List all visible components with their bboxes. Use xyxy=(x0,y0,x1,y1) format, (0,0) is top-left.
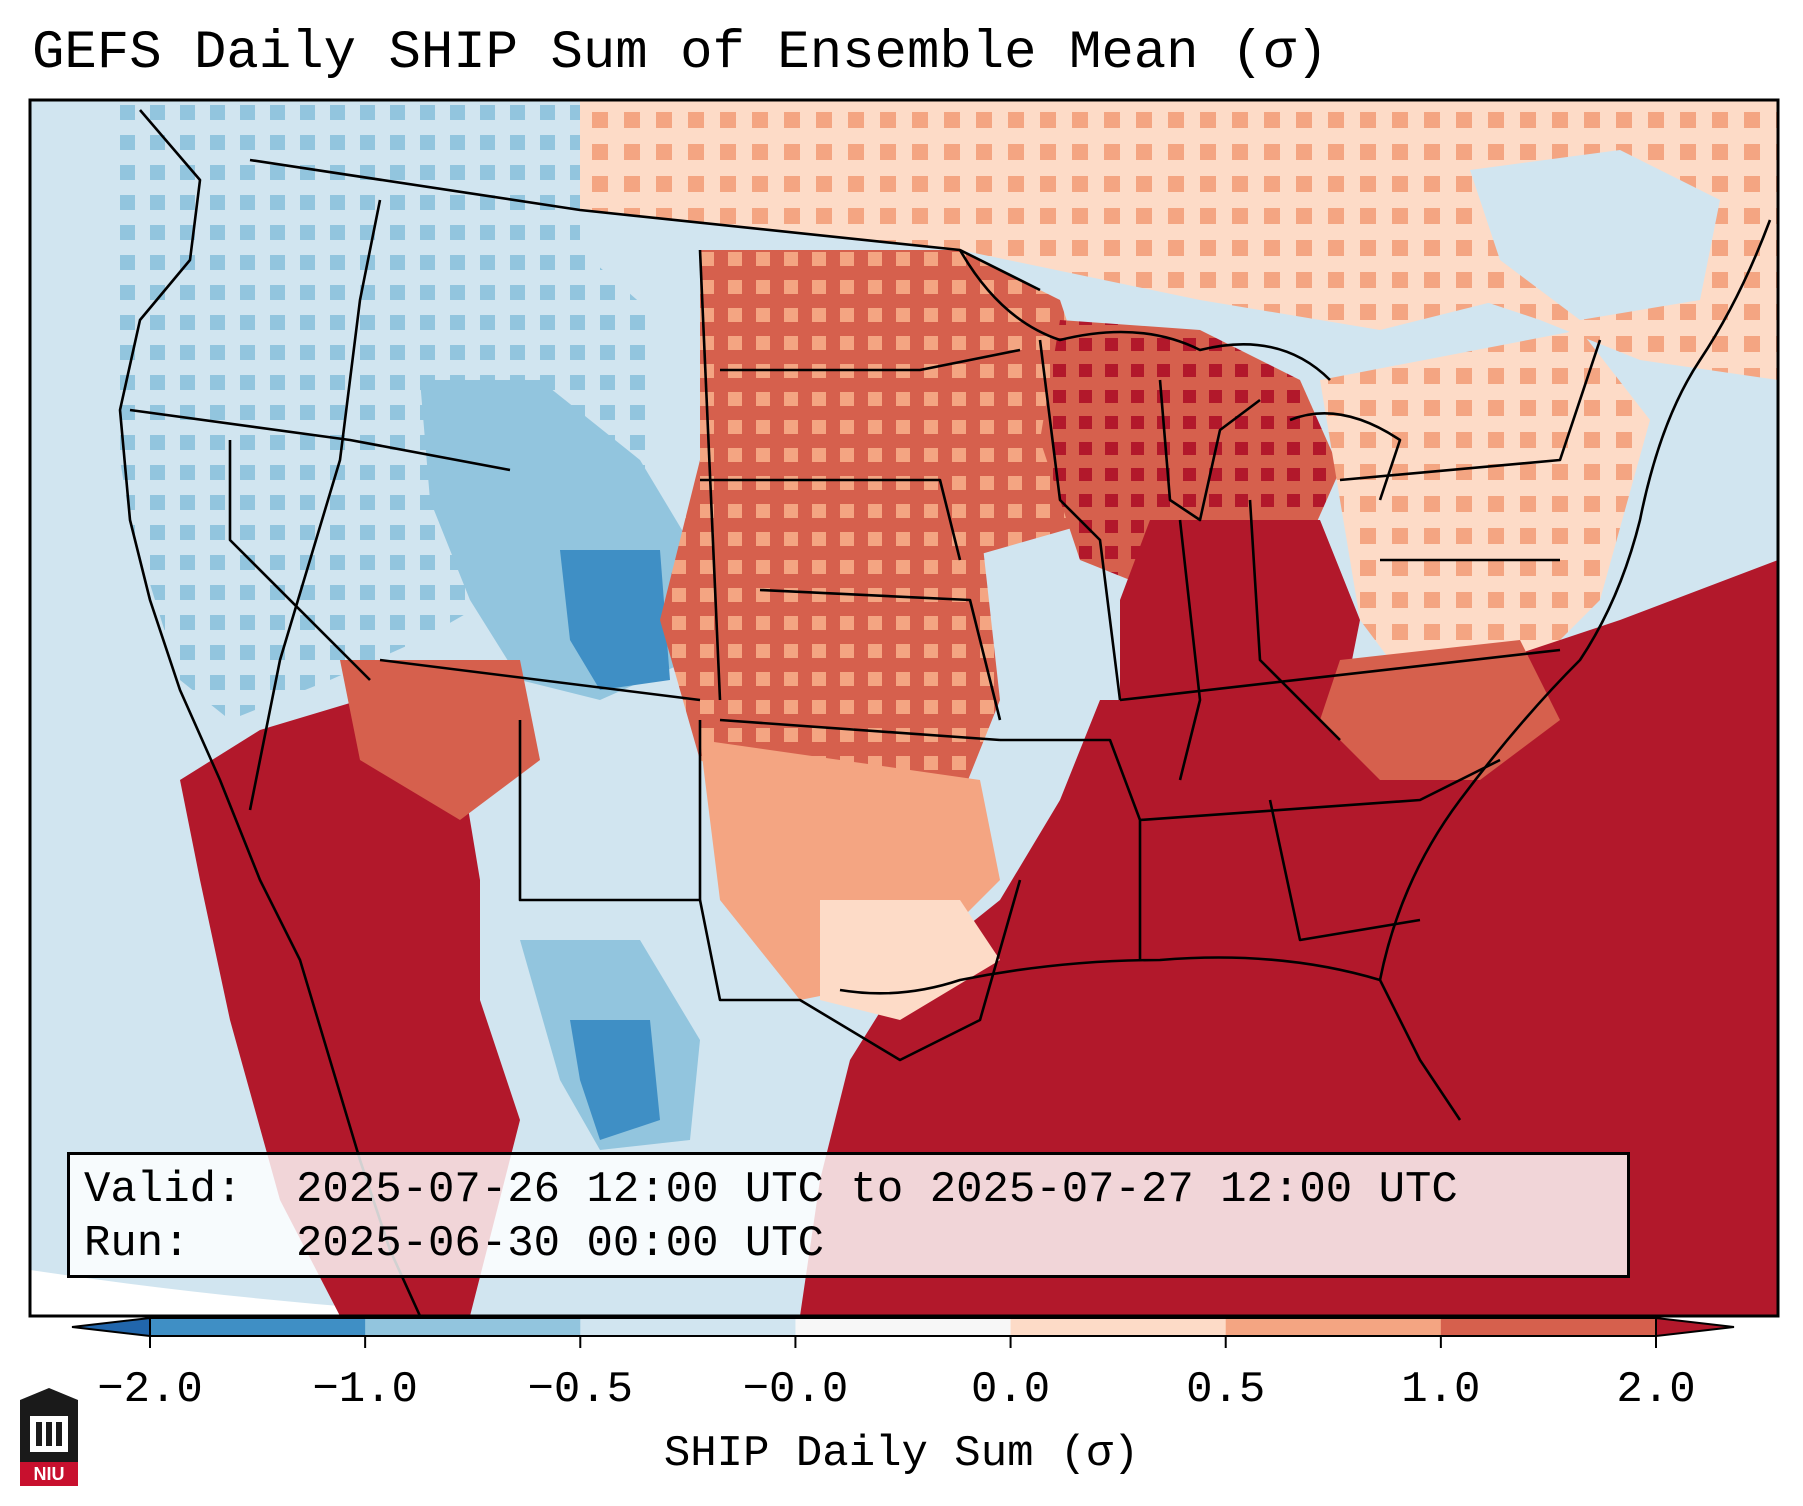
colorbar xyxy=(71,1316,1735,1348)
colorbar-tick-label: 0.5 xyxy=(1186,1365,1266,1415)
colorbar-segment xyxy=(150,1318,366,1336)
colorbar-segment xyxy=(1225,1318,1442,1336)
valid-value: 2025-07-26 12:00 UTC to 2025-07-27 12:00… xyxy=(296,1165,1458,1215)
colorbar-tick-label: 2.0 xyxy=(1616,1365,1696,1415)
region-texas-salmon xyxy=(820,900,1000,1020)
region-arizona-salmon xyxy=(340,660,540,820)
colorbar-segment xyxy=(580,1318,796,1336)
colorbar-tick-label: −0.5 xyxy=(527,1365,634,1415)
region-mid-atlantic-pink xyxy=(1320,330,1650,700)
colorbar-segment xyxy=(1010,1318,1227,1336)
colorbar-label: SHIP Daily Sum (σ) xyxy=(663,1429,1140,1479)
run-row: Run: 2025-06-30 00:00 UTC xyxy=(84,1217,1613,1271)
region-west-texas-dark-blue xyxy=(570,1020,660,1140)
region-southwest-light-blue xyxy=(470,700,760,1120)
page-title: GEFS Daily SHIP Sum of Ensemble Mean (σ) xyxy=(32,23,1329,84)
map-panel xyxy=(30,100,1778,1316)
colorbar-tick-label: 1.0 xyxy=(1401,1365,1481,1415)
region-carolinas-salmon xyxy=(1320,640,1560,780)
region-canada-east-blue xyxy=(1470,150,1720,320)
run-value: 2025-06-30 00:00 UTC xyxy=(296,1219,825,1269)
valid-label: Valid: xyxy=(84,1165,243,1215)
region-colorado-dark-blue xyxy=(560,550,670,690)
niu-logo-text: NIU xyxy=(33,1464,65,1484)
colorbar-tick-label: −0.0 xyxy=(742,1365,849,1415)
map-border xyxy=(28,98,1780,1318)
state-borders xyxy=(118,109,1772,1316)
region-central-plains xyxy=(660,460,1000,820)
colorbar-extend-low xyxy=(71,1316,151,1338)
niu-logo xyxy=(20,1388,78,1486)
valid-row: Valid: 2025-07-26 12:00 UTC to 2025-07-27… xyxy=(84,1163,1613,1217)
colorbar-segment xyxy=(365,1318,581,1336)
colorbar-segment xyxy=(1440,1318,1657,1336)
colorbar-segment xyxy=(795,1318,1012,1336)
run-label: Run: xyxy=(84,1219,190,1269)
colorbar-tick-label: 0.0 xyxy=(970,1365,1051,1415)
colorbar-tick-label: −2.0 xyxy=(97,1365,203,1415)
colorbar-extend-high xyxy=(1655,1316,1735,1338)
validity-info-box: Valid: 2025-07-26 12:00 UTC to 2025-07-27… xyxy=(67,1152,1630,1278)
colorbar-outline xyxy=(149,1317,1657,1337)
region-southeast-atlantic-red xyxy=(800,560,1778,1316)
colorbar-tick-label: −1.0 xyxy=(312,1365,418,1415)
